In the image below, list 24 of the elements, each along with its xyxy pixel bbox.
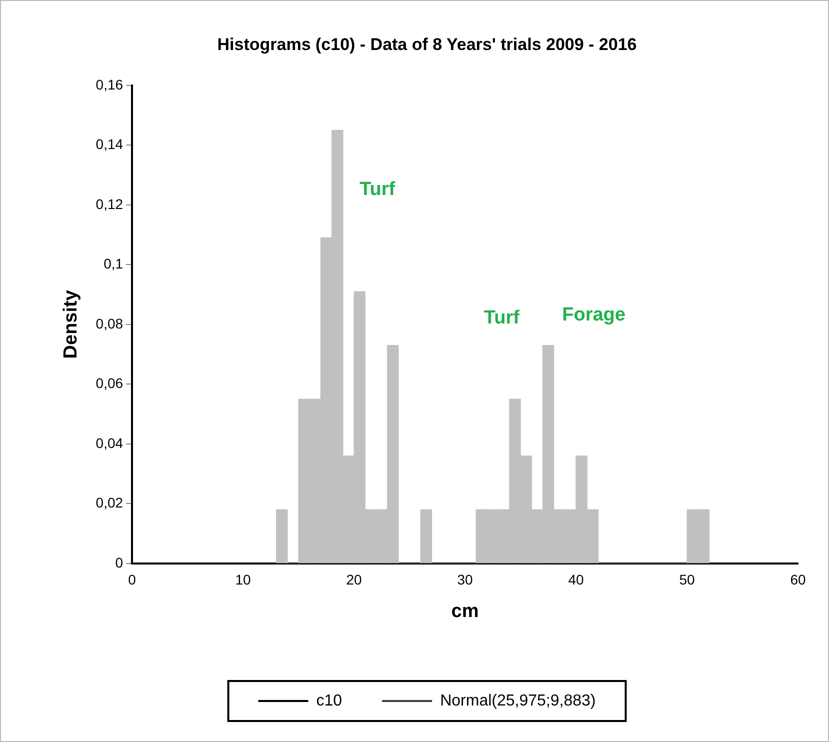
x-tick-label: 10	[235, 572, 252, 588]
y-tick-label: 0,06	[96, 375, 124, 392]
x-tick-label: 20	[346, 572, 362, 588]
y-tick-label: 0,08	[96, 315, 124, 332]
chart-title: Histograms (c10) - Data of 8 Years' trials 2009 - 2016	[217, 34, 637, 54]
x-tick-label: 30	[457, 572, 474, 588]
x-tick-label: 40	[568, 572, 584, 588]
y-tick-label: 0,1	[104, 256, 124, 272]
legend-label: Normal(25,975;9,883)	[440, 692, 596, 710]
y-tick-label: 0,12	[96, 196, 124, 212]
text: c10	[316, 692, 342, 710]
x-tick-label: 50	[679, 572, 696, 588]
annotation: Forage	[562, 304, 626, 326]
annotation: Turf	[484, 308, 520, 329]
y-tick-label: 0,14	[96, 136, 124, 152]
y-tick-label: 0,16	[96, 76, 124, 92]
x-axis-title: cm	[451, 600, 479, 622]
y-tick-label: 0,02	[96, 494, 124, 511]
y-tick-label: 0,04	[96, 434, 124, 451]
y-axis-title: Density	[60, 290, 82, 359]
y-tick-label: 0	[115, 554, 124, 570]
x-tick-label: 0	[128, 572, 136, 588]
annotation: Turf	[360, 179, 396, 200]
x-tick-label: 60	[790, 572, 806, 588]
